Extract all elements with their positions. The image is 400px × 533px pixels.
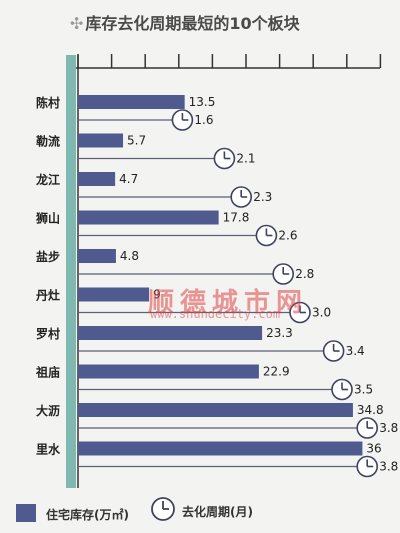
- stock-bar: [78, 326, 263, 340]
- category-label: 盐步: [36, 249, 60, 264]
- legend-bar-label: 住宅库存(万㎡): [46, 508, 129, 522]
- cycle-value-label: 2.3: [253, 190, 272, 204]
- stock-value-label: 36: [366, 442, 381, 456]
- plus-icon: ✣: [70, 14, 84, 33]
- cycle-value-label: 3.5: [354, 383, 373, 397]
- category-label: 龙江: [36, 172, 60, 187]
- legend: 住宅库存(万㎡) 去化周期(月): [0, 488, 400, 528]
- stock-bar: [78, 287, 150, 302]
- cycle-value-label: 3.8: [379, 460, 398, 474]
- cycle-value-label: 2.8: [295, 267, 314, 281]
- stock-value-label: 9: [153, 288, 161, 302]
- stock-bar: [78, 172, 116, 186]
- stock-bar: [78, 210, 219, 225]
- cycle-value-label: 3.8: [379, 421, 398, 435]
- chart-title-text: 库存去化周期最短的10个板块: [85, 14, 300, 33]
- legend-bar-swatch: [16, 504, 36, 522]
- category-label: 里水: [36, 442, 61, 457]
- bar-chart: 陈村 13.5 1.6 勒流 5.7 2.1 龙江 4.7 2.3 狮山 17.8 2.6 盐步 4.8 2…: [35, 54, 398, 488]
- stock-bar: [78, 95, 185, 109]
- category-label: 勒流: [36, 134, 60, 149]
- cycle-value-label: 2.1: [236, 152, 255, 166]
- category-label: 罗村: [36, 326, 60, 341]
- category-label: 大沥: [36, 403, 60, 418]
- stock-value-label: 23.3: [266, 326, 293, 340]
- cycle-value-label: 3.4: [346, 344, 365, 358]
- category-label: 陈村: [36, 95, 60, 110]
- stock-bar: [78, 249, 116, 263]
- chart-title: ✣ 库存去化周期最短的10个板块: [70, 10, 380, 34]
- clock-icon: [151, 497, 175, 521]
- legend-clock-label: 去化周期(月): [182, 505, 253, 519]
- stock-value-label: 4.7: [119, 172, 138, 186]
- cycle-value-label: 3.0: [312, 306, 331, 320]
- stock-bar: [78, 133, 124, 148]
- stock-bar: [78, 364, 259, 379]
- y-axis-band: [66, 55, 76, 488]
- stock-value-label: 22.9: [263, 365, 290, 379]
- cycle-value-label: 1.6: [194, 113, 213, 127]
- cycle-value-label: 2.6: [278, 229, 297, 243]
- stock-value-label: 5.7: [127, 134, 146, 148]
- watermark: 顺德城市网: [148, 288, 309, 318]
- stock-value-label: 34.8: [357, 403, 384, 417]
- category-label: 狮山: [35, 211, 60, 226]
- stock-value-label: 17.8: [223, 211, 250, 225]
- stock-value-label: 13.5: [189, 95, 216, 109]
- category-label: 丹灶: [36, 288, 60, 303]
- stock-bar: [78, 441, 363, 456]
- watermark-url: www.shundecity.com: [150, 307, 281, 321]
- category-label: 祖庙: [35, 365, 60, 380]
- stock-bar: [78, 403, 353, 417]
- stock-value-label: 4.8: [120, 249, 139, 263]
